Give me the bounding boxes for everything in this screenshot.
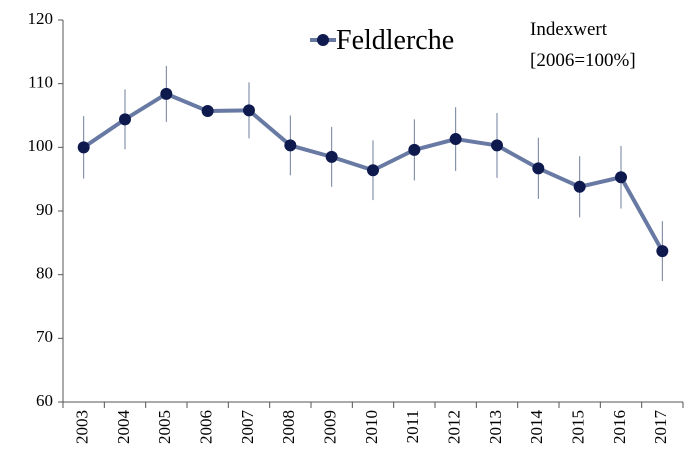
y-tick-label: 80: [36, 264, 53, 283]
marker: [656, 245, 669, 258]
marker: [284, 139, 297, 152]
legend-label: Feldlerche: [336, 25, 454, 56]
marker: [119, 113, 131, 126]
y-tick-label: 100: [28, 136, 54, 155]
x-tick-label: 2014: [527, 410, 546, 445]
marker: [367, 164, 379, 177]
x-tick-label: 2010: [362, 410, 381, 444]
annotation: Indexwert: [530, 19, 608, 40]
x-tick-label: 2006: [197, 410, 216, 444]
x-tick-label: 2011: [403, 410, 422, 443]
x-tick-label: 2015: [569, 410, 588, 444]
marker: [325, 150, 338, 163]
x-tick-label: 2007: [238, 410, 257, 445]
y-tick-label: 60: [36, 391, 53, 410]
y-tick-label: 120: [28, 9, 54, 28]
y-tick-label: 70: [36, 327, 53, 346]
x-tick-label: 2016: [610, 410, 629, 444]
y-tick-label: 90: [36, 200, 53, 219]
marker: [615, 171, 627, 184]
x-tick-label: 2005: [155, 410, 174, 444]
marker: [243, 104, 255, 117]
marker: [491, 139, 503, 152]
marker: [408, 143, 421, 156]
x-tick-label: 2004: [114, 410, 133, 445]
x-tick-label: 2017: [651, 410, 670, 445]
marker: [532, 162, 545, 175]
x-tick-label: 2009: [321, 410, 340, 444]
y-tick-label: 110: [28, 73, 53, 92]
marker: [77, 141, 90, 154]
x-tick-label: 2008: [279, 410, 298, 444]
annotation: [2006=100%]: [530, 50, 636, 71]
x-tick-label: 2013: [486, 410, 505, 444]
x-tick-label: 2012: [445, 410, 464, 444]
marker: [573, 180, 586, 193]
x-tick-label: 2003: [73, 410, 92, 444]
marker: [449, 133, 462, 146]
marker: [201, 105, 214, 118]
legend-marker: [317, 34, 329, 46]
marker: [160, 87, 173, 100]
